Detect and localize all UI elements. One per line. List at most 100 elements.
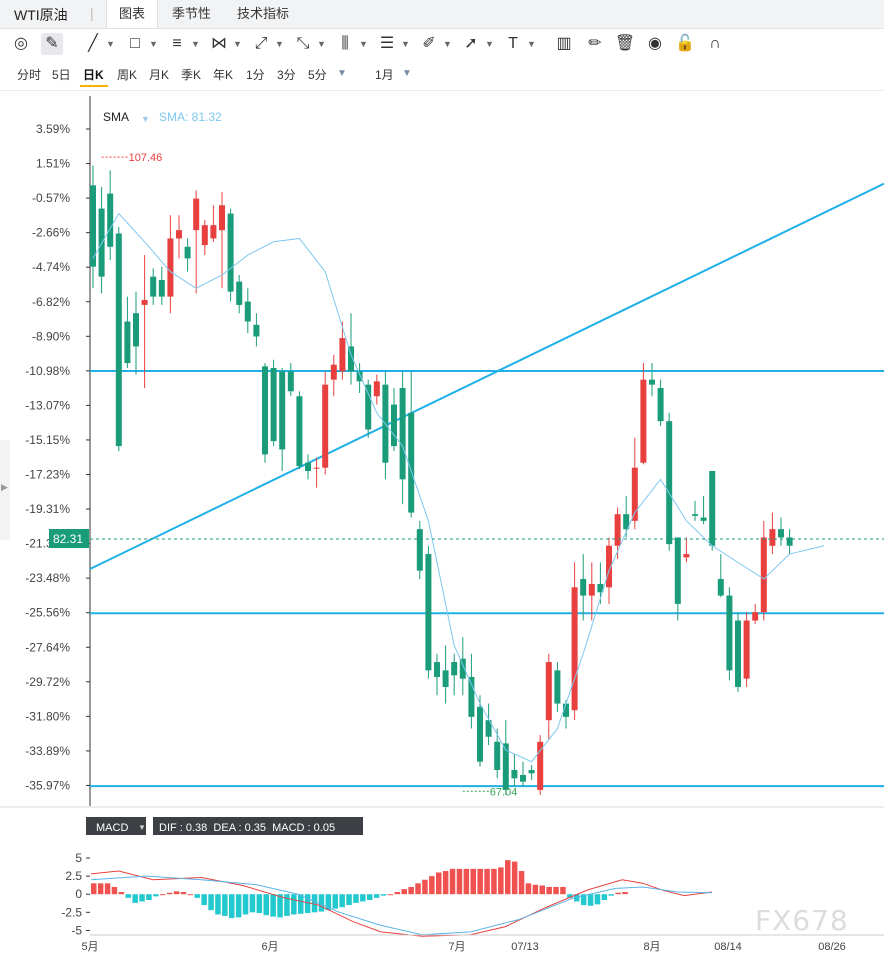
period-intraday[interactable]: 分时	[17, 68, 42, 82]
pencil-icon[interactable]: ✎	[41, 33, 63, 55]
period-daily[interactable]: 日K	[83, 68, 104, 82]
candle[interactable]	[588, 562, 595, 621]
candle[interactable]	[193, 190, 200, 294]
candle[interactable]	[657, 379, 664, 427]
candle[interactable]	[201, 220, 208, 256]
period-weekly[interactable]: 周K	[117, 68, 138, 82]
candle[interactable]	[571, 562, 578, 721]
candle[interactable]	[511, 753, 518, 787]
candle[interactable]	[760, 520, 767, 621]
tab-chart[interactable]: 图表	[106, 0, 159, 28]
candle[interactable]	[726, 587, 733, 681]
candle[interactable]	[434, 653, 440, 696]
candle[interactable]	[494, 728, 501, 779]
candle[interactable]	[528, 765, 535, 780]
candle[interactable]	[769, 512, 776, 555]
tab-seasonality[interactable]: 季节性	[172, 6, 212, 21]
candle[interactable]	[262, 363, 268, 463]
edit-icon[interactable]: ✏	[588, 35, 602, 52]
candle[interactable]	[244, 288, 251, 334]
cross-pattern-icon[interactable]: ⋈	[211, 35, 227, 52]
macd-label-box[interactable]	[86, 817, 146, 835]
candle[interactable]	[219, 191, 225, 289]
candle[interactable]	[339, 321, 346, 380]
candle[interactable]	[124, 296, 131, 369]
parallel-dropdown-icon[interactable]: ▼	[191, 39, 200, 49]
candle[interactable]	[743, 612, 750, 687]
candle[interactable]	[468, 653, 475, 729]
candle[interactable]	[485, 703, 492, 746]
candle[interactable]	[391, 387, 397, 452]
candle[interactable]	[176, 215, 182, 259]
period-5min[interactable]: 5分	[308, 68, 327, 82]
bars-icon[interactable]: ⫼	[341, 35, 349, 52]
candle[interactable]	[348, 313, 354, 385]
period-5day[interactable]: 5日	[52, 68, 71, 82]
arrow-dropdown-icon[interactable]: ▼	[485, 39, 494, 49]
candle[interactable]	[305, 454, 311, 480]
candle[interactable]	[709, 471, 716, 551]
circle-target-icon[interactable]: ◎	[14, 35, 28, 52]
period-3min[interactable]: 3分	[277, 68, 296, 82]
bars-dropdown-icon[interactable]: ▼	[359, 39, 368, 49]
trash-icon[interactable]: 🗑	[614, 35, 636, 52]
candle[interactable]	[442, 645, 449, 704]
candle[interactable]	[382, 371, 389, 480]
candle[interactable]	[520, 761, 526, 787]
candle[interactable]	[477, 695, 483, 767]
period-quarterly[interactable]: 季K	[181, 68, 202, 82]
candle[interactable]	[296, 391, 303, 470]
candle[interactable]	[425, 545, 432, 679]
sma-dropdown-icon[interactable]: ▼	[141, 114, 150, 124]
range-selector[interactable]: 1月	[375, 68, 394, 82]
rectangle-dropdown-icon[interactable]: ▼	[149, 39, 158, 49]
candle[interactable]	[115, 226, 122, 452]
parallel-lines-icon[interactable]: ≡	[172, 35, 182, 52]
candle[interactable]	[279, 368, 286, 472]
candle[interactable]	[210, 205, 217, 242]
candle[interactable]	[459, 637, 466, 696]
candle[interactable]	[537, 735, 544, 795]
candle[interactable]	[408, 371, 415, 518]
candle[interactable]	[623, 495, 630, 538]
period-monthly[interactable]: 月K	[149, 68, 170, 82]
pattern-dropdown-icon[interactable]: ▼	[233, 39, 242, 49]
candle[interactable]	[373, 374, 380, 405]
line-dropdown-icon[interactable]: ▼	[106, 39, 115, 49]
period-dropdown-icon[interactable]: ▼	[337, 68, 347, 79]
brush-icon[interactable]: ✐	[422, 35, 436, 52]
candle[interactable]	[133, 291, 139, 375]
magnet-icon[interactable]: ∩	[709, 35, 721, 52]
ray-dropdown-icon[interactable]: ▼	[275, 39, 284, 49]
candle[interactable]	[451, 653, 458, 696]
candle[interactable]	[90, 165, 96, 289]
candle[interactable]	[752, 603, 759, 624]
candle[interactable]	[674, 537, 681, 621]
fibonacci-icon[interactable]: ⤡	[296, 35, 310, 52]
candle[interactable]	[330, 354, 337, 397]
candle[interactable]	[717, 554, 724, 598]
candle[interactable]	[313, 457, 320, 488]
candle[interactable]	[700, 495, 707, 525]
candle[interactable]	[666, 412, 673, 551]
candle[interactable]	[786, 529, 793, 555]
candle[interactable]	[270, 359, 277, 447]
period-yearly[interactable]: 年K	[213, 68, 234, 82]
candle[interactable]	[545, 653, 552, 741]
candle[interactable]	[399, 371, 406, 505]
candle[interactable]	[107, 170, 114, 261]
candle[interactable]	[631, 437, 638, 530]
fibonacci-dropdown-icon[interactable]: ▼	[317, 39, 326, 49]
candle[interactable]	[236, 275, 243, 314]
candles-icon[interactable]: ▥	[556, 35, 572, 52]
candle[interactable]	[158, 266, 165, 305]
candle[interactable]	[253, 313, 260, 347]
rectangle-icon[interactable]: □	[130, 35, 140, 52]
side-collapse-handle[interactable]: ▶	[0, 440, 10, 540]
trend-line[interactable]	[89, 182, 884, 570]
candle[interactable]	[692, 500, 698, 521]
candle[interactable]	[416, 520, 423, 579]
candle[interactable]	[141, 255, 148, 388]
text-icon[interactable]: T	[508, 35, 518, 52]
candle[interactable]	[365, 379, 372, 438]
